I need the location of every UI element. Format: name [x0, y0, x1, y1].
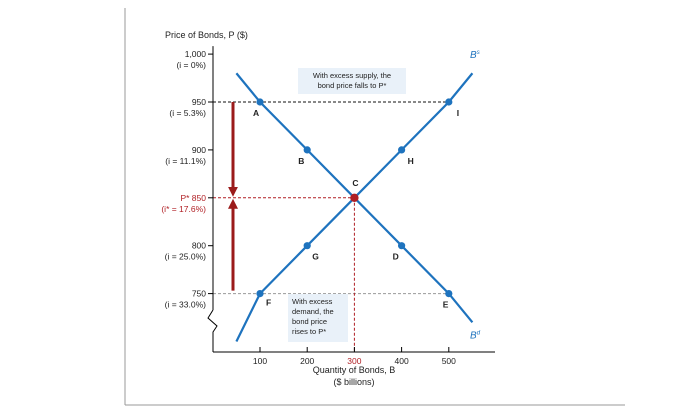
supply-curve-label: Bs: [470, 50, 480, 61]
y-tick-sublabel: (i = 5.3%): [169, 108, 206, 118]
excess-supply-text: With excess supply, the: [313, 71, 391, 80]
point-b: [303, 146, 311, 154]
y-tick-labels: 1,000(i = 0%) 950(i = 5.3%) 900(i = 11.1%)…: [161, 49, 213, 310]
point-h: [398, 146, 406, 154]
x-tick-label: 100: [253, 356, 267, 366]
y-axis-break: [207, 309, 218, 352]
y-tick-sublabel: (i = 0%): [176, 60, 206, 70]
point-label-i: I: [457, 108, 459, 118]
guide-lines: [213, 101, 449, 352]
excess-demand-text: bond price: [292, 317, 327, 326]
y-tick-sublabel: (i = 11.1%): [165, 156, 206, 166]
x-tick-label: 200: [300, 356, 314, 366]
x-tick-labels: 100 200 300 400 500: [253, 347, 456, 366]
point-label-d: D: [393, 252, 399, 262]
y-tick-label: 1,000: [185, 49, 207, 59]
y-tick-label: 800: [192, 241, 206, 251]
x-axis-unit: ($ billions): [333, 377, 374, 387]
excess-demand-text: demand, the: [292, 307, 334, 316]
x-tick-label: 300: [347, 356, 361, 366]
y-tick-label: 900: [192, 145, 206, 155]
demand-curve-label: Bd: [470, 331, 481, 342]
point-c: [350, 193, 359, 202]
point-label-b: B: [298, 156, 304, 166]
y-tick-sublabel: (i* = 17.6%): [161, 204, 206, 214]
y-axis-title: Price of Bonds, P ($): [165, 30, 248, 40]
excess-supply-text: bond price falls to P*: [318, 81, 387, 90]
excess-demand-text: With excess: [292, 297, 333, 306]
x-tick-label: 500: [442, 356, 456, 366]
point-g: [303, 242, 311, 250]
y-tick-sublabel: (i = 33.0%): [165, 300, 207, 310]
y-tick-label: P* 850: [180, 193, 206, 203]
points: A B C D E F G H I: [253, 98, 459, 310]
point-i: [445, 98, 453, 106]
x-axis-title: Quantity of Bonds, B: [313, 365, 396, 375]
x-tick-label: 400: [395, 356, 409, 366]
excess-demand-box: [288, 294, 348, 342]
point-e: [445, 290, 453, 298]
point-label-f: F: [266, 298, 271, 308]
excess-supply-box: [298, 68, 406, 94]
point-label-h: H: [408, 156, 414, 166]
excess-demand-text: rises to P*: [292, 327, 326, 336]
y-tick-label: 950: [192, 97, 206, 107]
point-f: [256, 290, 264, 298]
point-label-e: E: [443, 300, 449, 310]
point-a: [256, 98, 264, 106]
point-label-a: A: [253, 108, 259, 118]
point-d: [398, 242, 406, 250]
point-label-g: G: [312, 252, 319, 262]
y-tick-label: 750: [192, 289, 206, 299]
point-label-c: C: [352, 178, 358, 188]
y-tick-sublabel: (i = 25.0%): [165, 252, 207, 262]
